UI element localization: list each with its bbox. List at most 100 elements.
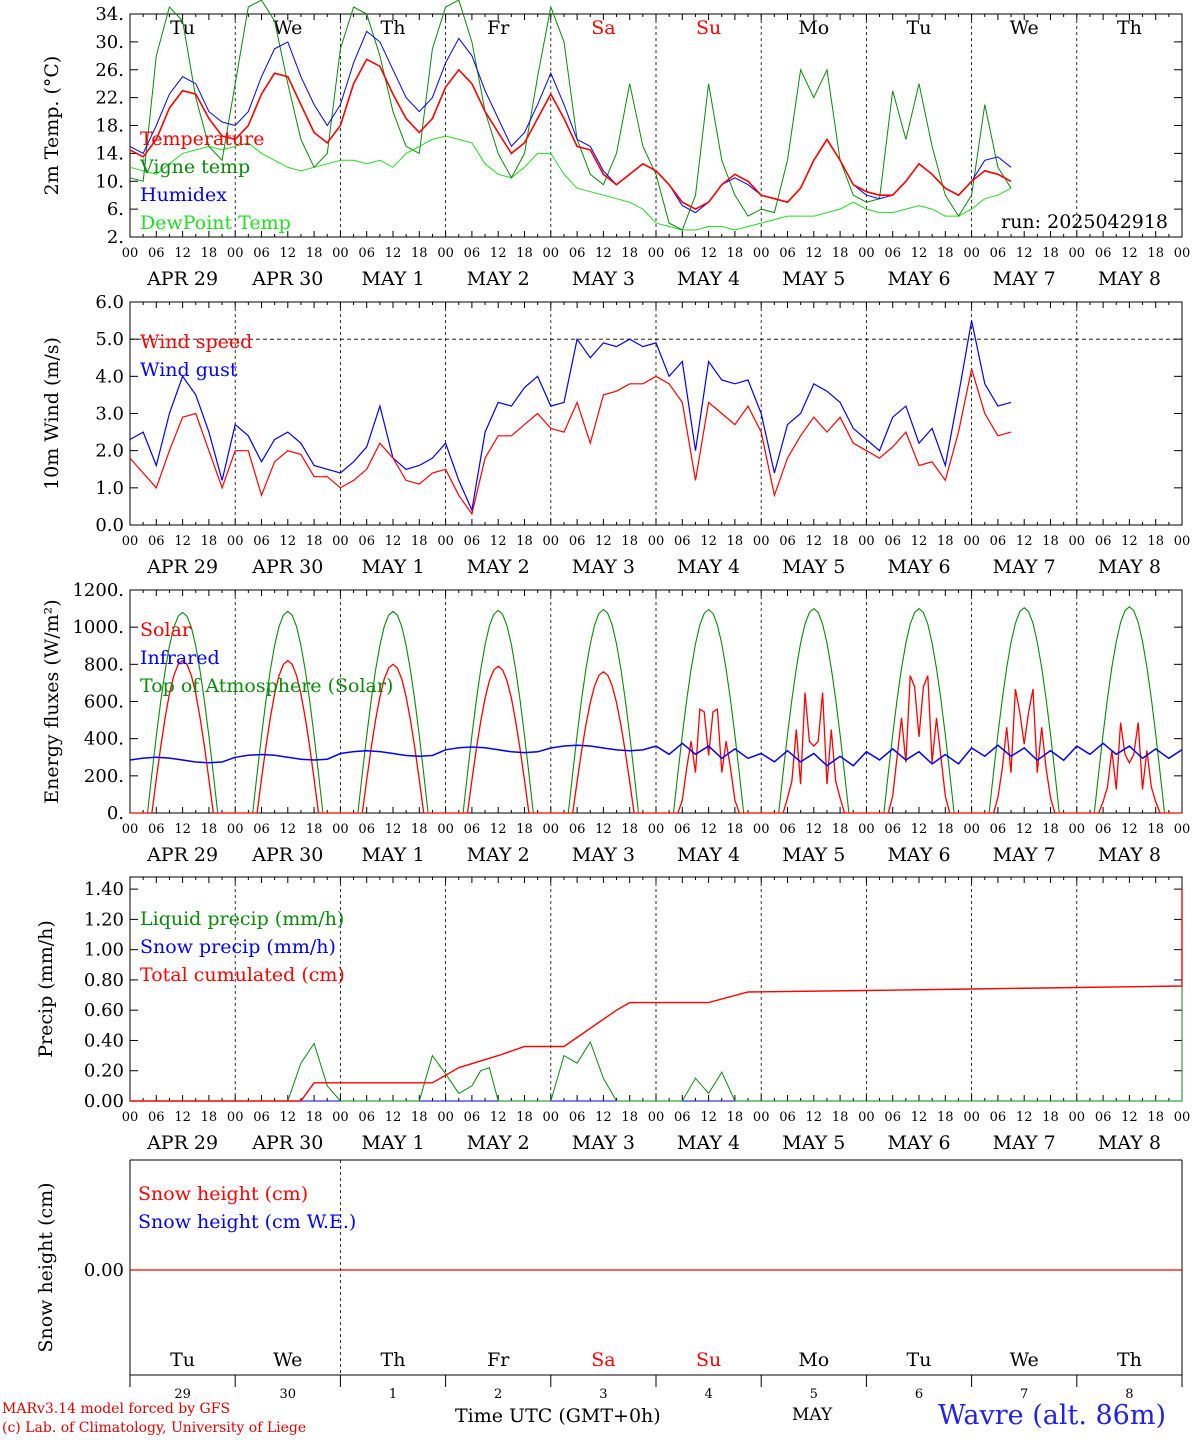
hour-label: 12 xyxy=(700,246,717,261)
date-label: MAY 2 xyxy=(467,1132,530,1154)
hour-label: 06 xyxy=(779,534,796,549)
y-tick-label: 18. xyxy=(95,116,124,137)
model-credit: MARv3.14 model forced by GFS xyxy=(2,1401,231,1417)
date-label: MAY 4 xyxy=(677,844,740,866)
hour-label: 18 xyxy=(937,1110,954,1125)
weekday-label: We xyxy=(1010,1349,1039,1371)
legend-entry: DewPoint Temp xyxy=(140,212,291,234)
legend-entry: Infrared xyxy=(140,647,220,669)
series-line xyxy=(129,0,1012,231)
hour-label: 18 xyxy=(306,534,323,549)
hour-label: 06 xyxy=(1095,534,1112,549)
y-tick-label: 0.80 xyxy=(84,970,124,991)
date-label: MAY 5 xyxy=(782,1132,845,1154)
hour-label: 06 xyxy=(253,1110,270,1125)
panel-frame xyxy=(129,13,1183,238)
hour-label: 12 xyxy=(700,1110,717,1125)
hour-label: 06 xyxy=(779,246,796,261)
panel-frame xyxy=(129,589,1183,814)
hour-label: 18 xyxy=(621,1110,638,1125)
series-line xyxy=(130,887,1183,1102)
hour-label: 00 xyxy=(753,534,770,549)
hour-label: 18 xyxy=(411,822,428,837)
legend-entry: Snow precip (mm/h) xyxy=(140,936,336,958)
y-tick-label: 0.00 xyxy=(84,1091,124,1112)
hour-label: 18 xyxy=(621,822,638,837)
date-label: MAY 1 xyxy=(361,1132,424,1154)
hour-label: 06 xyxy=(674,822,691,837)
weekday-label: Th xyxy=(381,1349,406,1371)
hour-label: 06 xyxy=(253,534,270,549)
hour-label: 00 xyxy=(753,822,770,837)
hour-label: 00 xyxy=(963,534,980,549)
hour-label: 12 xyxy=(490,822,507,837)
series-line xyxy=(129,320,1012,513)
hour-label: 00 xyxy=(858,534,875,549)
hour-label: 12 xyxy=(911,534,928,549)
hour-label: 00 xyxy=(648,534,665,549)
hour-label: 12 xyxy=(1016,1110,1033,1125)
hour-label: 00 xyxy=(437,534,454,549)
hour-label: 06 xyxy=(674,246,691,261)
station-name: Wavre (alt. 86m) xyxy=(938,1400,1166,1431)
hour-label: 12 xyxy=(1121,822,1138,837)
hour-label: 00 xyxy=(1069,246,1086,261)
day-number: 1 xyxy=(389,1387,397,1402)
y-tick-label: 0. xyxy=(107,803,124,824)
hour-label: 06 xyxy=(884,1110,901,1125)
weekday-label: Su xyxy=(696,17,721,39)
hour-label: 06 xyxy=(358,822,375,837)
y-tick-label: 10. xyxy=(95,171,124,192)
hour-label: 12 xyxy=(595,822,612,837)
hour-label: 18 xyxy=(411,534,428,549)
panel-2: 6.0 5.0 4.0 3.0 2.0 1.0 0.0 10m Wind (m/s) 00 06 1… xyxy=(41,292,1190,578)
hour-label: 12 xyxy=(280,1110,297,1125)
weekday-label: We xyxy=(1010,17,1039,39)
date-label: MAY 8 xyxy=(1098,556,1161,578)
y-tick-label: 4.0 xyxy=(95,366,124,387)
series-line xyxy=(129,742,1183,767)
hour-label: 12 xyxy=(1121,1110,1138,1125)
date-label: MAY 5 xyxy=(782,556,845,578)
legend-entry: Vigne temp xyxy=(139,156,250,178)
hour-label: 12 xyxy=(700,822,717,837)
hour-label: 12 xyxy=(595,246,612,261)
date-label: APR 30 xyxy=(251,1132,323,1154)
y-tick-label: 2.0 xyxy=(95,441,124,462)
weekday-label: Sa xyxy=(591,1349,615,1371)
y-tick-label: 200. xyxy=(84,766,124,787)
hour-label: 18 xyxy=(1042,1110,1059,1125)
y-tick-label: 6. xyxy=(107,199,124,220)
hour-label: 18 xyxy=(832,534,849,549)
date-label: APR 29 xyxy=(146,556,218,578)
hour-label: 12 xyxy=(911,1110,928,1125)
hour-label: 06 xyxy=(358,1110,375,1125)
hour-label: 00 xyxy=(858,1110,875,1125)
hour-label: 00 xyxy=(543,1110,560,1125)
legend-entry: Wind gust xyxy=(140,359,238,381)
y-tick-label: 0.00 xyxy=(84,1260,124,1281)
y-tick-label: 400. xyxy=(84,729,124,750)
hour-label: 12 xyxy=(806,1110,823,1125)
series-line xyxy=(129,135,1012,231)
series-line xyxy=(130,952,1183,1102)
hour-label: 06 xyxy=(884,246,901,261)
y-tick-label: 600. xyxy=(84,692,124,713)
hour-label: 06 xyxy=(464,1110,481,1125)
hour-label: 12 xyxy=(280,822,297,837)
y-axis-label: Precip (mm/h) xyxy=(35,920,57,1058)
day-number: 7 xyxy=(1020,1387,1028,1402)
hour-label: 00 xyxy=(543,246,560,261)
date-label: MAY 2 xyxy=(467,556,530,578)
weekday-label: Fr xyxy=(487,1349,510,1371)
hour-label: 18 xyxy=(516,246,533,261)
hour-label: 18 xyxy=(1042,246,1059,261)
y-tick-label: 1200. xyxy=(72,580,124,601)
panel-frame xyxy=(129,301,1183,526)
hour-label: 18 xyxy=(937,822,954,837)
date-label: MAY 3 xyxy=(572,1132,635,1154)
hour-label: 00 xyxy=(1174,246,1191,261)
date-label: MAY 1 xyxy=(361,268,424,290)
hour-label: 06 xyxy=(358,534,375,549)
hour-label: 06 xyxy=(1095,246,1112,261)
